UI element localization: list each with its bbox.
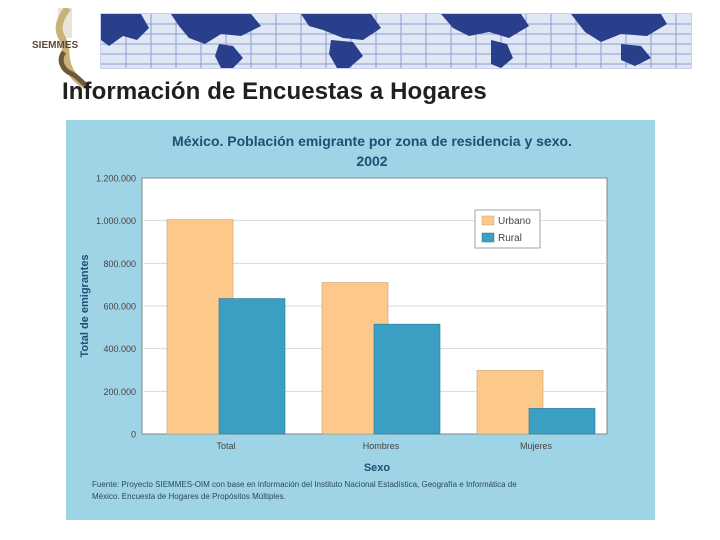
x-tick-labels: Total Hombres Mujeres bbox=[216, 441, 552, 451]
chart-title-line2: 2002 bbox=[356, 153, 387, 169]
bar-rural-hombres bbox=[373, 323, 441, 435]
chart-panel: México. Población emigrante por zona de … bbox=[66, 120, 655, 520]
legend: Urbano Rural bbox=[474, 209, 541, 249]
source-note-line1: Fuente: Proyecto SIEMMES-OIM con base en… bbox=[92, 480, 517, 489]
legend-swatch-urbano bbox=[481, 215, 495, 226]
y-tick-label: 0 bbox=[131, 430, 136, 440]
x-tick-label: Total bbox=[216, 441, 235, 451]
bar-rural-mujeres bbox=[528, 408, 596, 435]
bar-rural-total bbox=[218, 298, 286, 435]
chart-title-line1: México. Población emigrante por zona de … bbox=[172, 133, 572, 149]
y-tick-label: 1.200.000 bbox=[96, 174, 136, 184]
bars bbox=[166, 219, 596, 435]
y-tick-label: 800.000 bbox=[103, 259, 136, 269]
world-map-banner bbox=[100, 13, 692, 69]
legend-swatch-rural bbox=[481, 232, 495, 243]
y-tick-label: 200.000 bbox=[103, 387, 136, 397]
x-tick-label: Mujeres bbox=[520, 441, 553, 451]
logo-text: SIEMMES bbox=[32, 40, 78, 51]
source-note-line2: México. Encuesta de Hogares de Propósito… bbox=[92, 492, 286, 501]
y-tick-label: 600.000 bbox=[103, 302, 136, 312]
x-tick-label: Hombres bbox=[363, 441, 400, 451]
y-tick-label: 1.000.000 bbox=[96, 216, 136, 226]
y-tick-labels: 0 200.000 400.000 600.000 800.000 1.000.000 1.… bbox=[96, 174, 136, 440]
legend-label-urbano: Urbano bbox=[498, 216, 531, 227]
siemmes-logo: SIEMMES bbox=[32, 8, 89, 89]
y-tick-label: 400.000 bbox=[103, 344, 136, 354]
y-axis-label: Total de emigrantes bbox=[79, 254, 91, 357]
legend-label-rural: Rural bbox=[498, 233, 522, 244]
bar-chart: México. Población emigrante por zona de … bbox=[79, 133, 608, 501]
slide-title: Información de Encuestas a Hogares bbox=[62, 78, 487, 105]
x-axis-label: Sexo bbox=[364, 462, 391, 474]
